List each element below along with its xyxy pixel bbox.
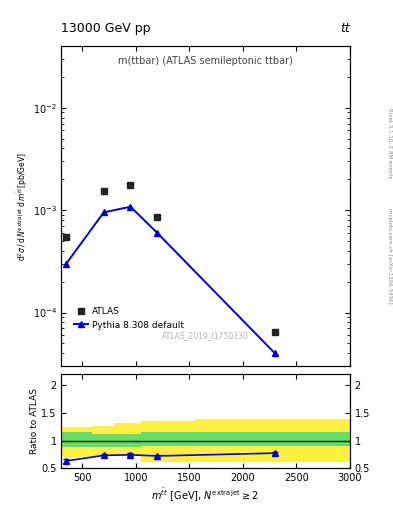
- Line: ATLAS: ATLAS: [63, 182, 278, 335]
- ATLAS: [272, 329, 277, 335]
- Pythia 8.308 default: [272, 350, 277, 356]
- Text: mcplots.cern.ch [arXiv:1306.3436]: mcplots.cern.ch [arXiv:1306.3436]: [387, 208, 392, 304]
- Text: 13000 GeV pp: 13000 GeV pp: [61, 22, 151, 35]
- Text: ATLAS_2019_I1750330: ATLAS_2019_I1750330: [162, 331, 249, 340]
- Pythia 8.308 default: [101, 209, 106, 216]
- Text: tt: tt: [340, 22, 350, 35]
- Line: Pythia 8.308 default: Pythia 8.308 default: [63, 203, 278, 357]
- Y-axis label: $\mathrm{d}^2\sigma\,/\,\mathrm{d}\,N^{\mathrm{extra\,jet}}\,\mathrm{d}\,m^{\bar: $\mathrm{d}^2\sigma\,/\,\mathrm{d}\,N^{\…: [14, 152, 30, 261]
- X-axis label: $m^{\bar{t}t}$ [GeV], $N^{\mathrm{extra\,jet}} \geq 2$: $m^{\bar{t}t}$ [GeV], $N^{\mathrm{extra\…: [151, 487, 259, 504]
- ATLAS: [155, 215, 160, 221]
- Pythia 8.308 default: [155, 230, 160, 236]
- Legend: ATLAS, Pythia 8.308 default: ATLAS, Pythia 8.308 default: [74, 307, 184, 330]
- Pythia 8.308 default: [128, 204, 133, 210]
- ATLAS: [64, 233, 69, 240]
- Text: m(ttbar) (ATLAS semileptonic ttbar): m(ttbar) (ATLAS semileptonic ttbar): [118, 56, 293, 66]
- Text: Rivet 3.1.10, 2.8M events: Rivet 3.1.10, 2.8M events: [387, 108, 392, 179]
- ATLAS: [101, 187, 106, 194]
- Y-axis label: Ratio to ATLAS: Ratio to ATLAS: [29, 388, 39, 454]
- ATLAS: [128, 182, 133, 188]
- Pythia 8.308 default: [64, 261, 69, 267]
